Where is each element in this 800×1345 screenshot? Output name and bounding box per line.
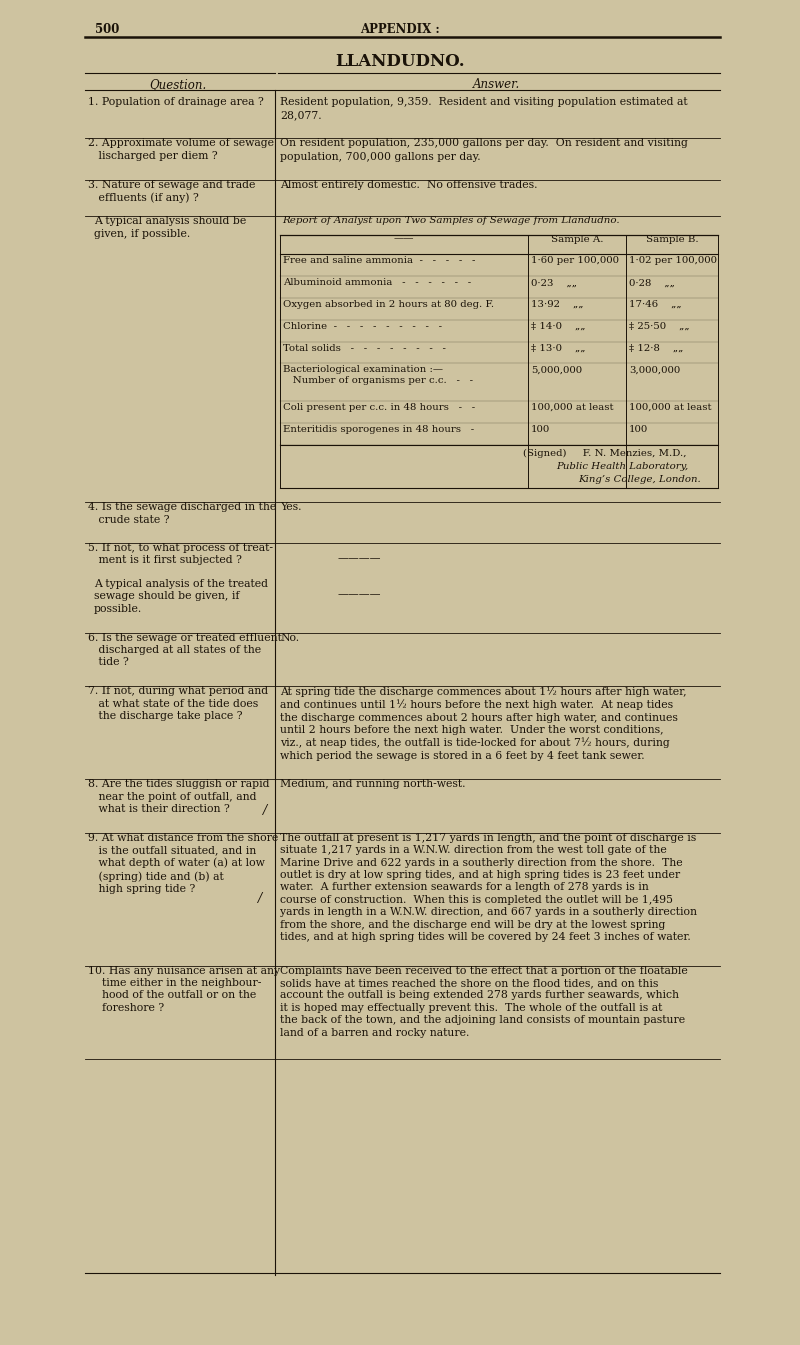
Text: On resident population, 235,000 gallons per day.  On resident and visiting: On resident population, 235,000 gallons … xyxy=(280,139,688,148)
Text: Almost entirely domestic.  No offensive trades.: Almost entirely domestic. No offensive t… xyxy=(280,180,538,190)
Text: LLANDUDNO.: LLANDUDNO. xyxy=(335,52,465,70)
Text: 100,000 at least: 100,000 at least xyxy=(629,404,711,412)
Text: ‡ 14·0    „„: ‡ 14·0 „„ xyxy=(531,321,586,331)
Text: 17·46    „„: 17·46 „„ xyxy=(629,300,682,309)
Text: ——: —— xyxy=(394,234,414,243)
Text: Report of Analyst upon Two Samples of Sewage from Llandudno.: Report of Analyst upon Two Samples of Se… xyxy=(282,217,620,225)
Text: 3. Nature of sewage and trade
   effluents (if any) ?: 3. Nature of sewage and trade effluents … xyxy=(88,180,255,203)
Text: 13·92    „„: 13·92 „„ xyxy=(531,300,583,309)
Text: 28,077.: 28,077. xyxy=(280,110,322,120)
Text: 5,000,000: 5,000,000 xyxy=(531,366,582,374)
Text: ‡ 13·0    „„: ‡ 13·0 „„ xyxy=(531,343,586,352)
Text: Resident population, 9,359.  Resident and visiting population estimated at: Resident population, 9,359. Resident and… xyxy=(280,97,688,108)
Text: Yes.: Yes. xyxy=(280,502,302,512)
Text: At spring tide the discharge commences about 1½ hours after high water,
and cont: At spring tide the discharge commences a… xyxy=(280,686,686,761)
Text: Sample B.: Sample B. xyxy=(646,234,698,243)
Text: /: / xyxy=(258,892,262,905)
Text: Coli present per c.c. in 48 hours   -   -: Coli present per c.c. in 48 hours - - xyxy=(283,404,475,412)
Text: ‡ 12·8    „„: ‡ 12·8 „„ xyxy=(629,343,683,352)
Text: /: / xyxy=(263,804,267,816)
Text: King’s College, London.: King’s College, London. xyxy=(578,475,701,484)
Text: The outfall at present is 1,217 yards in length, and the point of discharge is
s: The outfall at present is 1,217 yards in… xyxy=(280,833,697,941)
Text: No.: No. xyxy=(280,632,299,643)
Text: 0·28    „„: 0·28 „„ xyxy=(629,278,675,288)
Text: Answer.: Answer. xyxy=(474,78,521,91)
Text: 100: 100 xyxy=(629,425,648,434)
Text: (Signed)     F. N. Menzies, M.D.,: (Signed) F. N. Menzies, M.D., xyxy=(523,449,686,457)
Text: Oxygen absorbed in 2 hours at 80 deg. F.: Oxygen absorbed in 2 hours at 80 deg. F. xyxy=(283,300,494,309)
Text: 1·60 per 100,000: 1·60 per 100,000 xyxy=(531,257,619,265)
Text: 10. Has any nuisance arisen at any
    time either in the neighbour-
    hood of: 10. Has any nuisance arisen at any time … xyxy=(88,966,280,1013)
Text: 7. If not, during what period and
   at what state of the tide does
   the disch: 7. If not, during what period and at wha… xyxy=(88,686,268,721)
Text: 2. Approximate volume of sewage
   lischarged per diem ?: 2. Approximate volume of sewage lischarg… xyxy=(88,139,274,161)
Text: Enteritidis sporogenes in 48 hours   -: Enteritidis sporogenes in 48 hours - xyxy=(283,425,474,434)
Text: ————: ———— xyxy=(338,553,382,564)
Text: 8. Are the tides sluggish or rapid
   near the point of outfall, and
   what is : 8. Are the tides sluggish or rapid near … xyxy=(88,779,270,814)
Text: 100: 100 xyxy=(531,425,550,434)
Text: 100,000 at least: 100,000 at least xyxy=(531,404,614,412)
Text: 5. If not, to what process of treat-
   ment is it first subjected ?: 5. If not, to what process of treat- men… xyxy=(88,542,273,565)
Text: ————: ———— xyxy=(338,589,382,600)
Text: 3,000,000: 3,000,000 xyxy=(629,366,680,374)
Text: Public Health Laboratory,: Public Health Laboratory, xyxy=(556,461,688,471)
Text: A typical analysis of the treated
sewage should be given, if
possible.: A typical analysis of the treated sewage… xyxy=(94,578,268,613)
Text: Chlorine  -   -   -   -   -   -   -   -   -: Chlorine - - - - - - - - - xyxy=(283,321,442,331)
Text: APPENDIX :: APPENDIX : xyxy=(360,23,440,36)
Text: 4. Is the sewage discharged in the
   crude state ?: 4. Is the sewage discharged in the crude… xyxy=(88,502,276,525)
Text: 1. Population of drainage area ?: 1. Population of drainage area ? xyxy=(88,97,264,108)
Text: 6. Is the sewage or treated effluent
   discharged at all states of the
   tide : 6. Is the sewage or treated effluent dis… xyxy=(88,632,282,667)
Text: Albuminoid ammonia   -   -   -   -   -   -: Albuminoid ammonia - - - - - - xyxy=(283,278,471,288)
Text: 9. At what distance from the shore
   is the outfall situated, and in
   what de: 9. At what distance from the shore is th… xyxy=(88,833,278,894)
Text: 1·02 per 100,000: 1·02 per 100,000 xyxy=(629,257,717,265)
Text: Total solids   -   -   -   -   -   -   -   -: Total solids - - - - - - - - xyxy=(283,343,446,352)
Text: Question.: Question. xyxy=(150,78,206,91)
Text: 500: 500 xyxy=(95,23,119,36)
Text: ‡ 25·50    „„: ‡ 25·50 „„ xyxy=(629,321,690,331)
Text: 0·23    „„: 0·23 „„ xyxy=(531,278,577,288)
Text: Sample A.: Sample A. xyxy=(550,234,603,243)
Text: A typical analysis should be
given, if possible.: A typical analysis should be given, if p… xyxy=(94,217,246,238)
Text: Complaints have been received to the effect that a portion of the floatable
soli: Complaints have been received to the eff… xyxy=(280,966,688,1037)
Text: Free and saline ammonia  -   -   -   -   -: Free and saline ammonia - - - - - xyxy=(283,257,475,265)
Text: population, 700,000 gallons per day.: population, 700,000 gallons per day. xyxy=(280,152,481,161)
Text: Bacteriological examination :—
   Number of organisms per c.c.   -   -: Bacteriological examination :— Number of… xyxy=(283,366,473,386)
Text: Medium, and running north-west.: Medium, and running north-west. xyxy=(280,779,466,790)
